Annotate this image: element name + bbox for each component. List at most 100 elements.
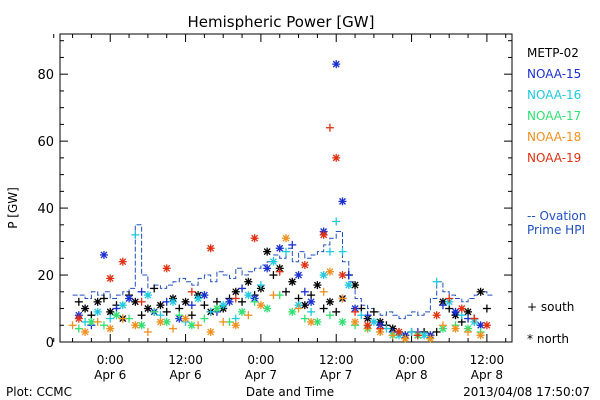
south-marker — [300, 287, 309, 296]
north-marker — [93, 297, 102, 306]
marker-d2 — [307, 298, 315, 306]
south-marker — [137, 287, 146, 296]
marker-d2 — [106, 274, 114, 282]
marker-d2 — [144, 305, 152, 312]
marker-d2 — [75, 315, 83, 323]
north-marker — [156, 317, 165, 326]
marker-d2 — [131, 321, 139, 329]
marker-d2 — [483, 321, 491, 329]
north-marker — [307, 297, 316, 306]
marker-d2 — [257, 301, 265, 309]
marker-d2 — [263, 305, 271, 312]
north-marker — [181, 297, 190, 306]
south-marker — [482, 304, 491, 313]
series-noaa-19 — [74, 123, 491, 340]
south-marker — [99, 321, 108, 330]
marker-d2 — [313, 281, 321, 289]
south-marker — [300, 314, 309, 323]
south-marker — [99, 294, 108, 303]
south-marker — [187, 301, 196, 310]
south-marker — [87, 311, 96, 320]
marker-d2 — [364, 321, 372, 329]
north-marker — [432, 311, 441, 320]
marker-d2 — [452, 325, 459, 333]
marker-d2 — [351, 281, 359, 289]
plot-border — [59, 33, 513, 343]
south-marker — [269, 271, 278, 280]
legend-entry: METP-02 — [527, 46, 579, 60]
marker-d2 — [113, 311, 120, 319]
marker-d2 — [200, 291, 208, 299]
marker-d2 — [320, 231, 328, 239]
south-marker — [68, 321, 77, 330]
marker-d2 — [288, 278, 296, 286]
north-marker — [294, 271, 303, 280]
north-marker — [106, 324, 115, 333]
north-marker — [231, 321, 240, 330]
x-tick-date: Apr 8 — [471, 368, 503, 382]
marker-d2 — [276, 244, 284, 252]
y-tick-label: 40 — [37, 202, 54, 217]
south-marker — [282, 247, 290, 256]
north-marker — [332, 60, 341, 69]
north-marker — [332, 153, 341, 162]
marker-d2 — [125, 295, 133, 302]
marker-d2 — [339, 197, 346, 205]
south-marker — [376, 324, 385, 333]
north-marker — [363, 321, 372, 330]
north-marker — [131, 321, 140, 330]
north-marker — [143, 291, 152, 300]
marker-d2 — [244, 278, 252, 286]
south-marker — [106, 314, 115, 323]
north-marker — [307, 317, 316, 326]
south-marker — [325, 123, 334, 132]
marker-d2 — [94, 298, 102, 306]
south-marker — [200, 301, 209, 310]
marker-d2 — [320, 271, 328, 279]
footer-timestamp: 2013/04/08 17:50:07 — [463, 385, 590, 399]
marker-d2 — [138, 321, 146, 329]
marker-d2 — [477, 331, 485, 339]
marker-d2 — [226, 298, 233, 306]
legend-model-2: Prime HPI — [527, 223, 585, 237]
south-marker — [457, 311, 466, 320]
north-marker — [125, 294, 134, 303]
south-marker — [93, 317, 102, 326]
series-noaa-16 — [81, 217, 479, 340]
south-marker — [112, 304, 121, 313]
north-marker — [244, 277, 253, 286]
legend-model: -- Ovation — [527, 209, 586, 223]
south-marker — [187, 311, 196, 320]
south-marker — [307, 291, 316, 300]
marker-d2 — [426, 335, 434, 343]
marker-d2 — [351, 318, 359, 326]
south-marker — [206, 307, 215, 316]
x-tick-time: 0:00 — [247, 353, 274, 367]
marker-d2 — [169, 298, 177, 306]
x-tick-time: 12:00 — [319, 353, 354, 367]
north-marker — [325, 297, 334, 306]
marker-d2 — [244, 291, 252, 299]
north-marker — [338, 197, 347, 206]
marker-d2 — [282, 234, 290, 242]
north-marker — [231, 287, 240, 296]
north-marker — [275, 244, 284, 253]
marker-d2 — [263, 264, 271, 272]
north-marker — [282, 234, 290, 243]
north-marker — [338, 317, 347, 326]
south-marker — [325, 311, 334, 320]
series-noaa-18 — [68, 234, 485, 343]
north-marker — [244, 291, 253, 300]
x-tick-time: 0:00 — [398, 353, 425, 367]
legend-north: * north — [527, 332, 569, 346]
marker-d2 — [81, 328, 89, 336]
y-tick-label: 0 — [46, 336, 54, 351]
south-marker — [319, 287, 328, 296]
south-marker — [294, 294, 303, 303]
south-marker — [231, 314, 240, 323]
south-marker — [200, 314, 209, 323]
marker-d2 — [119, 258, 127, 266]
south-marker — [445, 294, 454, 303]
north-marker — [263, 247, 272, 256]
marker-d2 — [370, 318, 378, 326]
